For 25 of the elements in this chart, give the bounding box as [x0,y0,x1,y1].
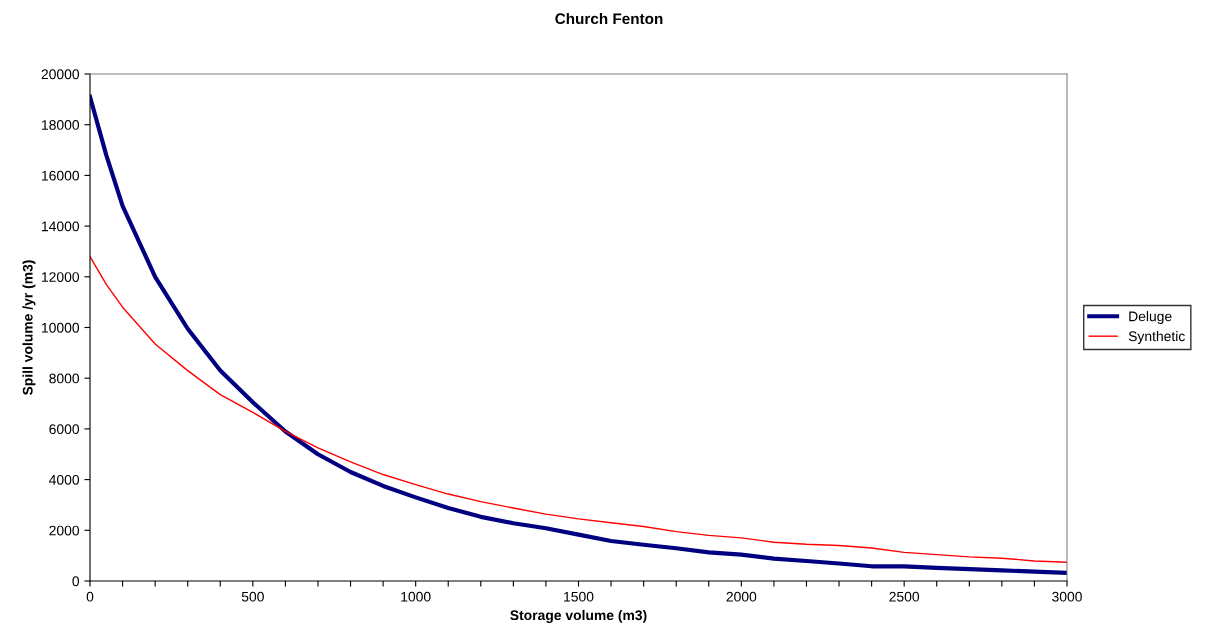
x-tick-label: 500 [241,591,264,602]
y-tick-label: 12000 [42,272,80,282]
y-tick-label: 0 [72,576,80,587]
x-tick-label: 1500 [564,591,594,602]
legend-label: Deluge [1129,311,1172,325]
line-series [90,255,1067,563]
x-tick-label: 2000 [726,591,757,602]
y-axis-title: Spill volume /yr (m3) [22,260,36,396]
x-axis-title: Storage volume (m3) [510,609,647,623]
y-tick-label: 4000 [49,474,80,485]
chart-title: Church Fenton [555,12,663,25]
x-tick-label: 2500 [889,591,920,602]
x-tick-label: 3000 [1052,591,1082,602]
y-tick-label: 16000 [42,170,80,181]
y-tick-label: 18000 [42,120,80,130]
x-tick-label: 1000 [401,591,431,602]
y-tick-label: 6000 [49,424,80,435]
legend-label: Synthetic [1128,330,1185,344]
x-tick-label: 0 [86,591,94,602]
y-tick-label: 20000 [41,69,80,80]
y-tick-label: 10000 [42,322,80,333]
y-tick-label: 14000 [42,221,80,232]
y-tick-label: 8000 [49,373,80,384]
line-series [90,94,1067,575]
y-tick-label: 2000 [49,525,80,536]
